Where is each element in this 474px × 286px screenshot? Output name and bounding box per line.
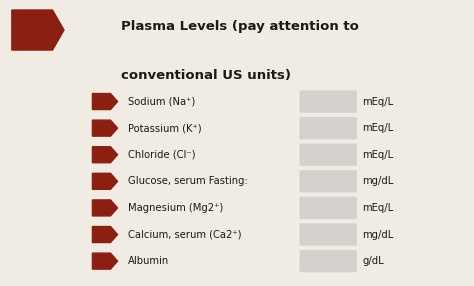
Text: Glucose, serum Fasting:: Glucose, serum Fasting:: [128, 176, 248, 186]
Text: mEq/L: mEq/L: [363, 123, 394, 133]
Polygon shape: [92, 227, 118, 243]
Text: mEq/L: mEq/L: [363, 203, 394, 213]
Text: conventional US units): conventional US units): [121, 69, 291, 82]
Polygon shape: [92, 120, 118, 136]
Polygon shape: [92, 200, 118, 216]
FancyBboxPatch shape: [300, 170, 357, 192]
Polygon shape: [12, 10, 64, 50]
FancyBboxPatch shape: [300, 197, 357, 219]
Text: g/dL: g/dL: [363, 256, 384, 266]
FancyBboxPatch shape: [300, 90, 357, 113]
Text: Magnesium (Mg2⁺): Magnesium (Mg2⁺): [128, 203, 223, 213]
Text: mg/dL: mg/dL: [363, 230, 394, 239]
Polygon shape: [92, 94, 118, 110]
Text: Sodium (Na⁺): Sodium (Na⁺): [128, 97, 195, 106]
Text: mEq/L: mEq/L: [363, 150, 394, 160]
Text: mg/dL: mg/dL: [363, 176, 394, 186]
Text: Albumin: Albumin: [128, 256, 169, 266]
FancyBboxPatch shape: [300, 223, 357, 246]
Text: Calcium, serum (Ca2⁺): Calcium, serum (Ca2⁺): [128, 230, 241, 239]
FancyBboxPatch shape: [300, 250, 357, 272]
Text: mEq/L: mEq/L: [363, 97, 394, 106]
FancyBboxPatch shape: [300, 144, 357, 166]
Polygon shape: [92, 253, 118, 269]
Text: Potassium (K⁺): Potassium (K⁺): [128, 123, 201, 133]
Text: Chloride (Cl⁻): Chloride (Cl⁻): [128, 150, 195, 160]
FancyBboxPatch shape: [300, 117, 357, 139]
Text: Plasma Levels (pay attention to: Plasma Levels (pay attention to: [121, 20, 359, 33]
Polygon shape: [92, 147, 118, 163]
Polygon shape: [92, 173, 118, 189]
